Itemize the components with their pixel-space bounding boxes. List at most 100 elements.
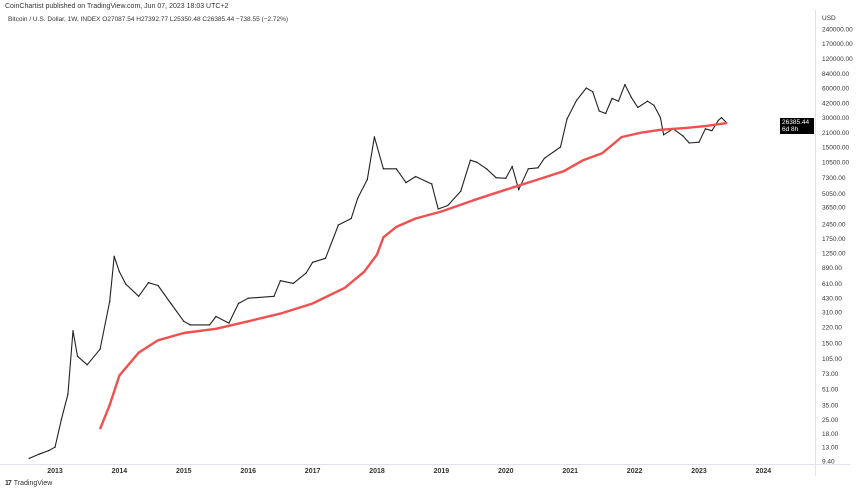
ma-point <box>363 271 365 273</box>
price-point <box>60 418 63 421</box>
ma-point <box>279 312 281 315</box>
price-point <box>208 324 211 326</box>
price-point <box>324 257 327 259</box>
price-point <box>495 176 497 179</box>
price-point <box>189 324 191 326</box>
price-tick-label: 30000.00 <box>822 115 849 122</box>
ma-point <box>312 302 314 305</box>
price-point <box>646 100 649 102</box>
price-tick-label: 220.00 <box>822 324 842 331</box>
price-point <box>47 449 50 452</box>
price-point <box>125 283 127 285</box>
time-tick-label: 2021 <box>562 468 578 475</box>
ma-point <box>215 328 217 330</box>
price-point <box>476 161 478 163</box>
price-point <box>559 146 562 148</box>
price-point <box>170 302 172 305</box>
price-point <box>395 168 398 170</box>
price-point <box>72 330 74 332</box>
price-point <box>109 300 111 303</box>
ma-point <box>726 122 728 124</box>
ma-point <box>621 136 623 138</box>
ma-point <box>157 339 159 341</box>
price-point <box>598 110 600 112</box>
price-point <box>138 295 140 298</box>
price-point <box>247 297 249 299</box>
price-tick-label: 120000.00 <box>822 56 853 63</box>
price-point <box>511 165 513 168</box>
price-point <box>28 457 30 460</box>
price-point <box>292 282 294 285</box>
price-tick-label: 240000.00 <box>822 27 853 34</box>
publisher-line: CoinChartist published on TradingView.co… <box>5 3 229 10</box>
price-point <box>38 453 40 456</box>
time-tick-label: 2024 <box>756 468 772 475</box>
price-point <box>237 302 240 305</box>
price-tick-label: 3650.00 <box>822 205 846 212</box>
price-tick-label: 60000.00 <box>822 86 849 93</box>
last-price-label: 26385.44 6d 8h <box>780 118 814 134</box>
ma-point <box>344 287 346 289</box>
price-point <box>228 322 230 324</box>
price-tick-label: 51.00 <box>822 387 839 394</box>
ma-point <box>505 189 507 191</box>
time-tick-label: 2022 <box>627 468 643 475</box>
price-tick-label: 13.00 <box>822 445 839 452</box>
price-tick-label: 42000.00 <box>822 101 849 108</box>
time-tick-label: 2014 <box>112 468 128 475</box>
ma-point <box>440 210 442 213</box>
price-point <box>67 393 69 396</box>
price-point <box>575 99 578 101</box>
price-point <box>637 106 639 109</box>
price-point <box>86 364 88 366</box>
ma-point <box>537 178 539 181</box>
ma-point <box>601 152 604 154</box>
time-axis[interactable]: 2013 2014 2015 2016 2017 2018 2019 2020 2021 2022… <box>47 468 771 475</box>
price-point <box>54 446 56 448</box>
tradingview-logo[interactable]: 17 TradingView <box>5 480 52 487</box>
ma-point <box>415 217 417 220</box>
time-tick-label: 2020 <box>498 468 514 475</box>
price-point <box>611 97 613 100</box>
price-tick-label: 84000.00 <box>822 71 849 78</box>
price-point <box>431 183 433 185</box>
price-tick-label: 10500.00 <box>822 160 849 167</box>
price-point <box>350 217 352 220</box>
price-point <box>630 96 633 99</box>
price-tick-label: 21000.00 <box>822 130 849 137</box>
bar-countdown: 6d 8h <box>782 126 799 133</box>
price-tick-label: 5050.00 <box>822 191 846 198</box>
price-point <box>437 208 439 210</box>
price-point <box>311 261 314 264</box>
price-point <box>273 295 275 298</box>
price-axis[interactable]: 240000.00 170000.00 120000.00 84000.00 60000… <box>822 27 853 466</box>
price-tick-label: 170000.00 <box>822 41 853 48</box>
ma-point <box>704 125 707 127</box>
price-tick-label: 610.00 <box>822 281 842 288</box>
ma-point <box>247 320 249 322</box>
price-point <box>183 320 185 323</box>
price-tick-label: 25.00 <box>822 417 839 424</box>
price-point <box>76 355 79 357</box>
price-point <box>592 91 594 93</box>
time-tick-label: 2016 <box>240 468 256 475</box>
price-point <box>305 272 307 274</box>
price-point <box>99 348 101 350</box>
price-point <box>659 116 662 119</box>
price-tick-label: 150.00 <box>822 341 842 348</box>
time-tick-label: 2018 <box>369 468 385 475</box>
ma-point <box>118 374 120 377</box>
currency-label: USD <box>822 15 836 22</box>
price-tick-label: 430.00 <box>822 296 842 303</box>
ma-point <box>582 159 584 161</box>
price-point <box>604 112 607 115</box>
price-point <box>698 141 700 143</box>
price-tick-label: 73.00 <box>822 371 839 378</box>
price-point <box>682 135 684 137</box>
price-point <box>688 142 691 144</box>
time-tick-label: 2023 <box>691 468 707 475</box>
price-tick-label: 18.00 <box>822 431 839 438</box>
ma-point <box>640 132 642 134</box>
price-point <box>720 116 723 119</box>
